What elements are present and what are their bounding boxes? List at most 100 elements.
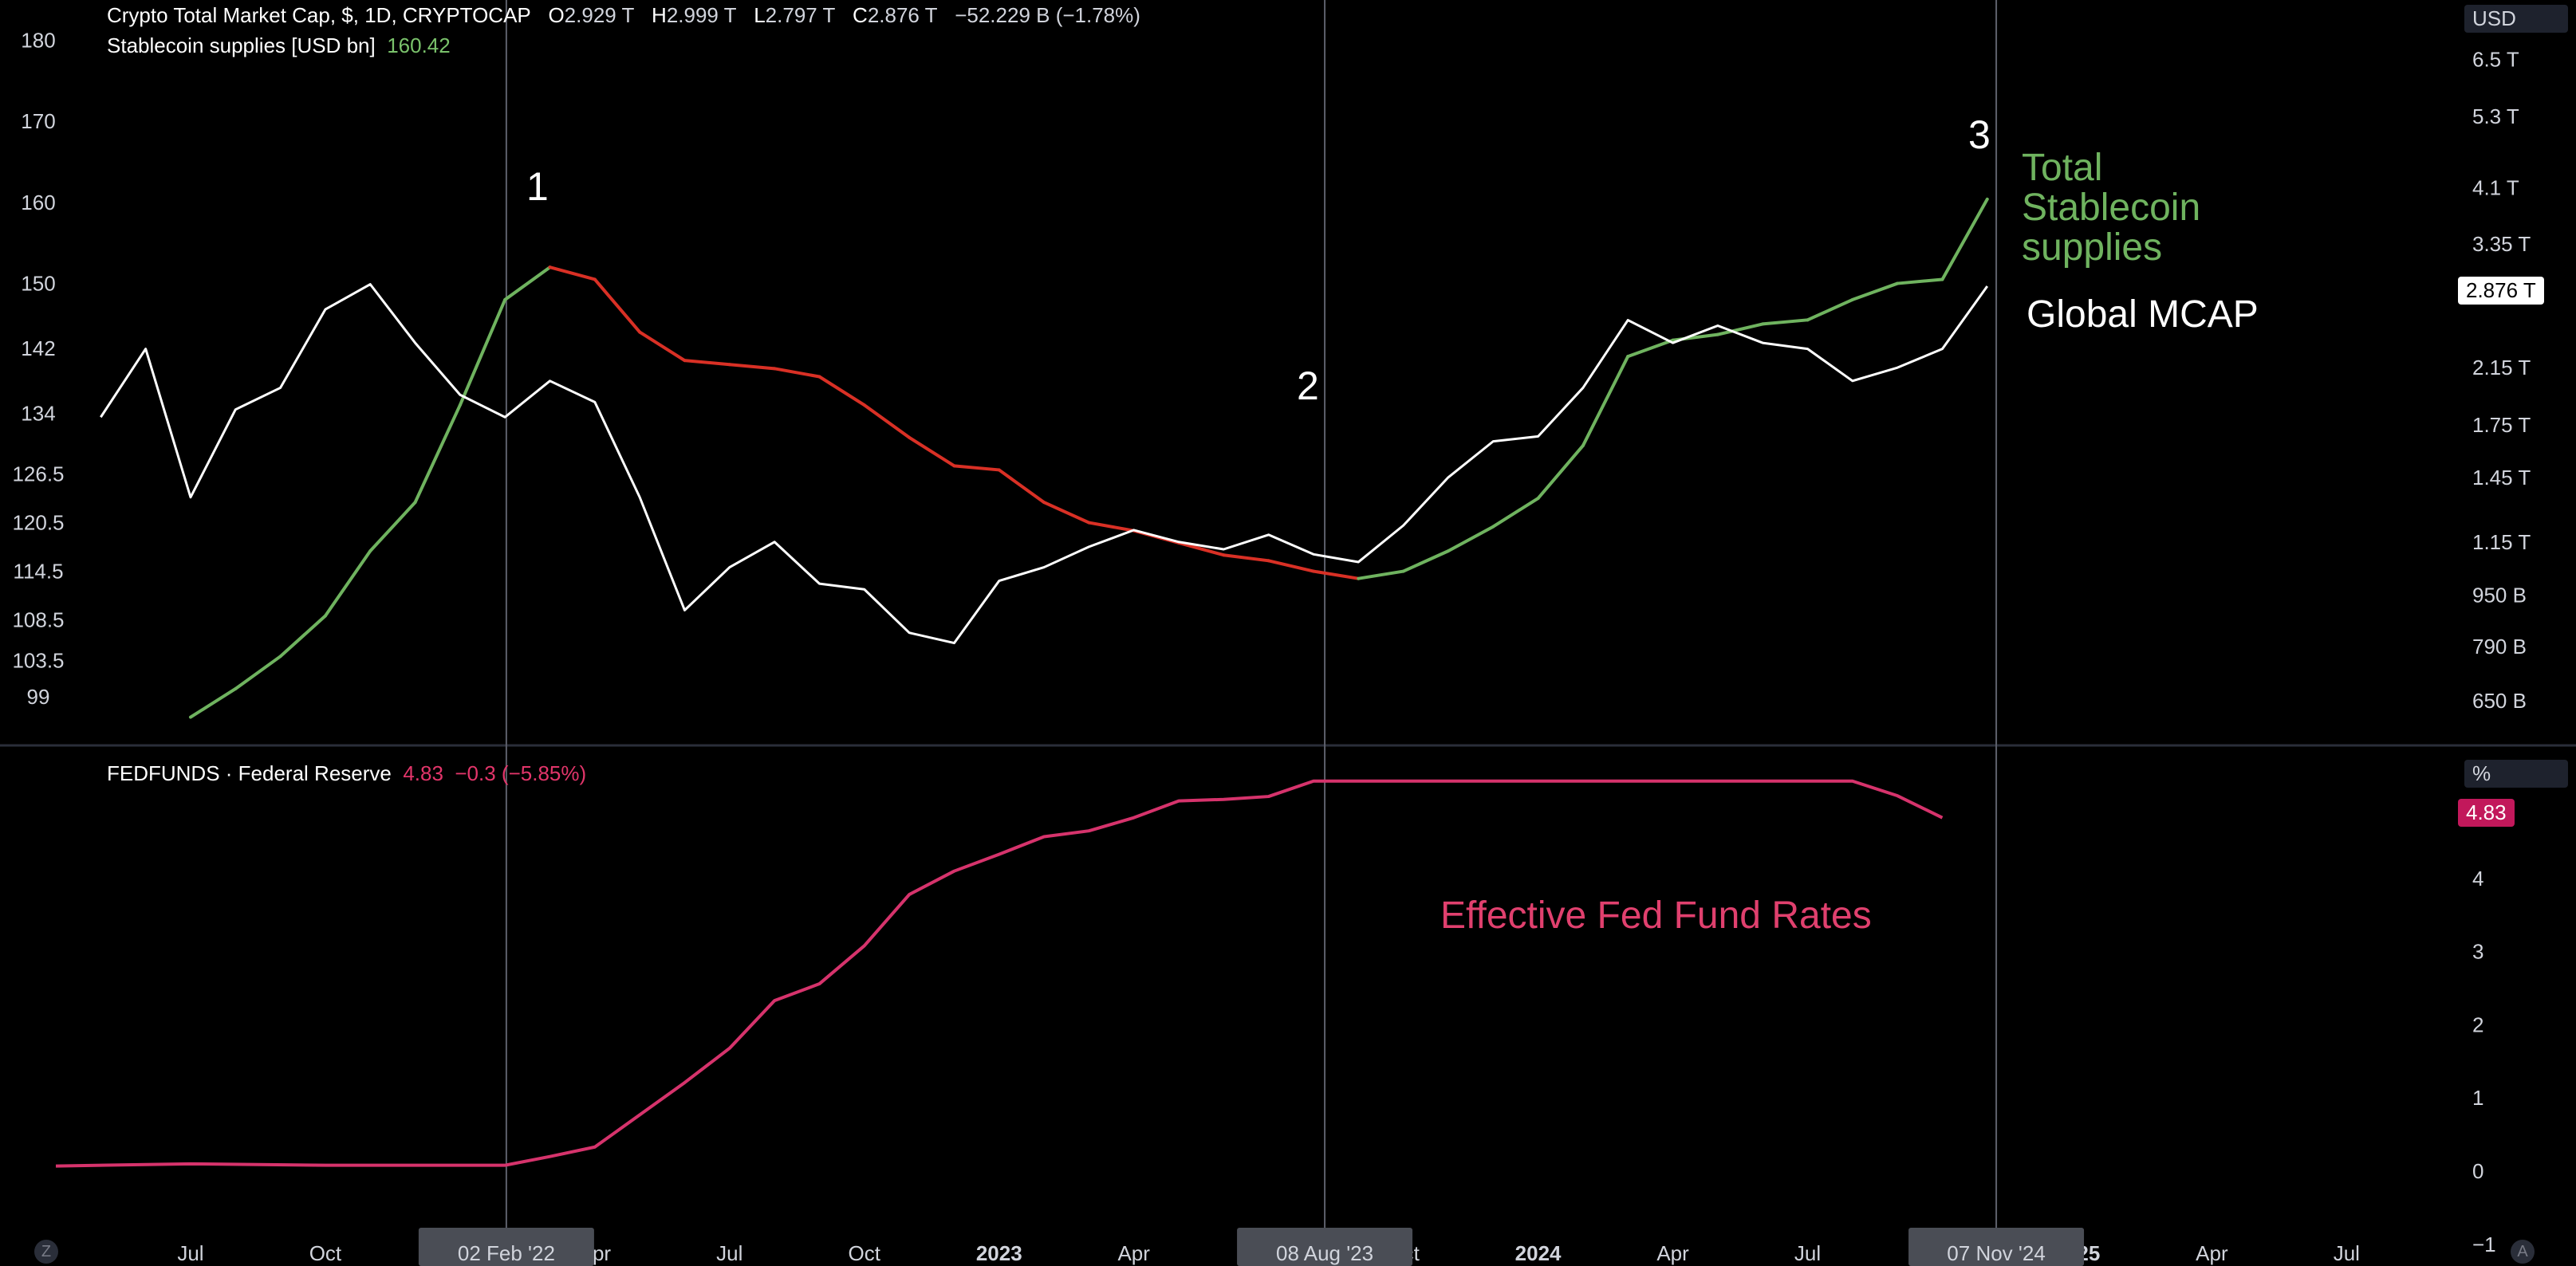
ohlc-open-value: 2.929 T (564, 3, 635, 27)
stablecoin-line-segment (1761, 318, 1810, 326)
mcap-line (100, 283, 1989, 645)
fed-annotation: Effective Fed Fund Rates (1440, 894, 1872, 937)
time-axis-label: 2024 (1515, 1241, 1562, 1265)
fed-axis-tick-label: 1 (2472, 1086, 2483, 1110)
left-axis-tick-label: 134 (21, 401, 55, 425)
stablecoin-line-segment (1536, 443, 1585, 501)
right-axis-tick-label: 2.15 T (2472, 356, 2531, 379)
main-title: Crypto Total Market Cap, $, 1D, CRYPTOCA… (107, 3, 531, 27)
left-axis-tick-label: 126.5 (12, 462, 64, 486)
cursor-date-label: 07 Nov '24 (1947, 1241, 2046, 1265)
left-axis-tick-label: 150 (21, 272, 55, 296)
fed-title: FEDFUNDS · Federal Reserve (107, 761, 392, 785)
time-axis[interactable]: JulOct2022AprJulOct2023AprJulOct2024AprJ… (177, 1228, 2360, 1266)
ohlc-high-value: 2.999 T (666, 3, 737, 27)
stablecoin-line-segment (727, 363, 777, 371)
stablecoin-line-segment (862, 403, 912, 439)
stablecoin-line-segment (1177, 541, 1226, 557)
stablecoin-line-segment (593, 277, 642, 334)
fed-legend: FEDFUNDS · Federal Reserve 4.83 −0.3 (−5… (107, 761, 586, 786)
stablecoin-line-segment (1446, 525, 1495, 553)
stablecoin-series (188, 197, 1989, 719)
stablecoin-line-segment (1266, 559, 1315, 573)
stablecoin-line-segment (323, 549, 372, 618)
stablecoin-line-segment (1626, 338, 1675, 359)
right-axis-tick-label: 1.45 T (2472, 466, 2531, 489)
stablecoin-line-segment (413, 403, 462, 505)
ohlc-close-value: 2.876 T (867, 3, 938, 27)
crosshair-lines (505, 0, 1998, 1252)
main-legend: Crypto Total Market Cap, $, 1D, CRYPTOCA… (107, 3, 1140, 28)
right-axis-tick-label: 790 B (2472, 635, 2527, 659)
axes: 180170160150142134126.5120.5114.5108.510… (12, 29, 2531, 1256)
stablecoin-line-segment (638, 330, 687, 363)
stablecoin-line-segment (952, 464, 1001, 472)
stablecoin-line-segment (683, 359, 731, 367)
stablecoin-line-segment (773, 367, 821, 379)
stablecoin-line-segment (997, 468, 1046, 505)
time-axis-label: Apr (1117, 1241, 1150, 1265)
stablecoin-line-segment (1806, 297, 1854, 322)
stablecoin-annotation-line: Stablecoin (2022, 187, 2201, 229)
cursor-date-label: 02 Feb '22 (458, 1241, 555, 1265)
right-axis-tick-label: 5.3 T (2472, 104, 2519, 128)
stablecoin-line-segment (1491, 497, 1540, 529)
auto-scale-button[interactable]: A (2511, 1240, 2535, 1264)
left-axis-tick-label: 99 (27, 685, 50, 709)
stablecoin-value: 160.42 (387, 33, 451, 57)
stablecoin-line-segment (1581, 355, 1630, 447)
stablecoin-title: Stablecoin supplies [USD bn] (107, 33, 376, 57)
stablecoin-line-segment (817, 375, 866, 407)
ohlc-close-key: C (853, 3, 868, 27)
stablecoin-line-segment (1222, 553, 1270, 563)
stablecoin-line-segment (1087, 521, 1136, 533)
right-axis-tick-label: 1.75 T (2472, 413, 2531, 437)
percent-unit-button[interactable]: % (2464, 760, 2568, 788)
time-axis-label: Oct (309, 1241, 342, 1265)
fed-funds-line (55, 779, 1944, 1168)
right-axis-tick-label: 1.15 T (2472, 530, 2531, 554)
ohlc-open-key: O (548, 3, 565, 27)
fed-series (55, 779, 1944, 1168)
cursor-date-label-bg (1908, 1228, 2085, 1266)
marker-1: 1 (526, 164, 549, 209)
left-axis-tick-label: 180 (21, 29, 55, 53)
stablecoin-annotation-line: Total (2022, 147, 2103, 189)
stablecoin-line-segment (1940, 197, 1989, 281)
fed-axis-tick-label: 2 (2472, 1012, 2483, 1036)
stablecoin-line-segment (908, 435, 956, 468)
stablecoin-line-segment (188, 686, 238, 719)
stablecoin-line-segment (458, 297, 507, 407)
cursor-date-label: 08 Aug '23 (1276, 1241, 1373, 1265)
left-axis-tick-label: 108.5 (12, 608, 64, 632)
stablecoin-annotation-line: supplies (2022, 226, 2163, 269)
currency-unit-button[interactable]: USD (2464, 5, 2568, 33)
stablecoin-line-segment (503, 265, 552, 301)
time-axis-label: 2023 (976, 1241, 1022, 1265)
fed-axis-tick-label: 4 (2472, 867, 2483, 891)
time-axis-label: Jul (177, 1241, 203, 1265)
stablecoin-line-segment (1715, 322, 1765, 336)
zoom-button[interactable]: Z (34, 1240, 58, 1264)
right-axis-tick-label: 4.1 T (2472, 176, 2519, 200)
fed-last-value-badge: 4.83 (2458, 799, 2515, 827)
time-axis-label: Jul (716, 1241, 742, 1265)
left-axis-tick-label: 114.5 (13, 560, 63, 584)
stablecoin-line-segment (278, 614, 327, 659)
time-axis-label: Apr (2196, 1241, 2228, 1265)
fed-change: −0.3 (−5.85%) (455, 761, 587, 785)
fed-axis-tick-label: 0 (2472, 1159, 2483, 1183)
stablecoin-line-segment (548, 265, 597, 281)
fed-value: 4.83 (403, 761, 443, 785)
marker-3: 3 (1968, 112, 1991, 157)
stablecoin-line-segment (1401, 549, 1450, 573)
stablecoin-line-segment (1311, 569, 1361, 580)
stablecoin-line-segment (1850, 281, 1900, 301)
left-axis-tick-label: 160 (21, 191, 55, 214)
time-axis-label: Apr (1656, 1241, 1689, 1265)
right-axis-tick-label: 950 B (2472, 584, 2527, 607)
change-value: −52.229 B (−1.78%) (955, 3, 1140, 27)
right-axis-tick-label: 3.35 T (2472, 232, 2531, 256)
fed-axis-tick-label: 3 (2472, 940, 2483, 964)
